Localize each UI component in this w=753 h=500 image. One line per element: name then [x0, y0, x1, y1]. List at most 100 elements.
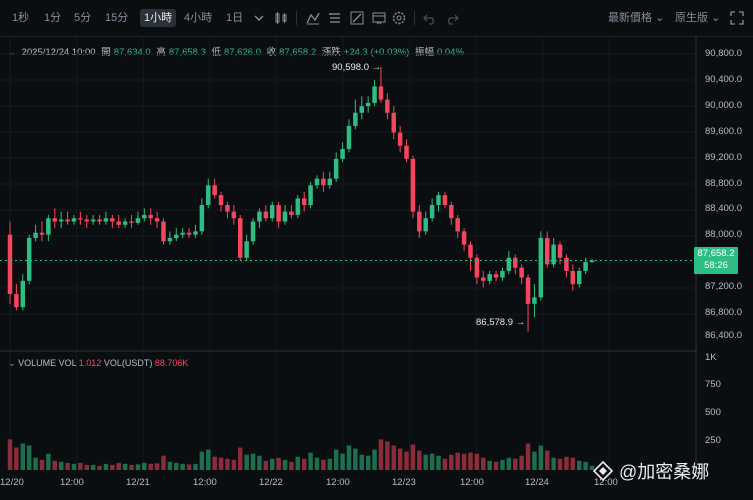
chevron-down-icon: ⌄	[655, 12, 665, 24]
volume-bar	[410, 444, 416, 470]
candle-body	[442, 195, 448, 206]
volume-bar	[442, 458, 448, 470]
list-settings-icon[interactable]	[326, 9, 344, 27]
gear-icon[interactable]	[390, 9, 408, 27]
time-tick: 12:00	[60, 477, 84, 488]
candle-body	[148, 214, 153, 219]
candle-body	[154, 218, 160, 222]
volume-bar	[263, 460, 269, 470]
volume-bar	[90, 464, 96, 470]
candle-body	[212, 185, 217, 196]
chevron-down-icon[interactable]: ⌄	[8, 358, 16, 368]
candle-body	[58, 219, 64, 222]
candle-body	[199, 205, 205, 232]
volume-bar	[14, 447, 19, 470]
volume-bar	[359, 454, 364, 470]
candle-body	[346, 125, 352, 150]
volume-bar	[167, 461, 173, 470]
undo-icon[interactable]	[421, 9, 439, 27]
interval-1s[interactable]: 1秒	[12, 12, 30, 24]
volume-bar	[174, 462, 179, 470]
price-chart[interactable]	[0, 0, 697, 472]
time-tick: 12/21	[126, 477, 150, 488]
time-tick: 12/20	[0, 477, 24, 488]
volume-bar	[161, 455, 166, 470]
interval-1h[interactable]: 1小時	[140, 9, 177, 27]
interval-15m[interactable]: 15分	[105, 12, 129, 24]
watermark-text: 加密桑娜	[637, 462, 710, 482]
volume-bar	[33, 457, 38, 470]
volume-bar	[103, 463, 109, 470]
fullscreen-icon[interactable]	[728, 9, 746, 27]
volume-bar	[122, 463, 128, 470]
volume-bar	[493, 461, 499, 470]
volume-legend: ⌄ VOLUME VOL 1.012 VOL(USDT) 88.706K	[8, 358, 188, 369]
latest-price-dropdown[interactable]: 最新價格 ⌄	[608, 9, 664, 27]
volume-bar	[250, 453, 256, 470]
candle-body	[244, 241, 249, 258]
drawing-tool-icon[interactable]	[348, 9, 366, 27]
volume-bar	[570, 457, 576, 470]
time-tick: 12:00	[326, 477, 350, 488]
indicators-icon[interactable]	[304, 9, 322, 27]
price-axis[interactable]: 90,800.0 90,400.0 90,000.0 89,600.0 89,2…	[697, 37, 753, 352]
candle-body	[225, 205, 230, 212]
redo-icon[interactable]	[443, 9, 461, 27]
volume-bar	[378, 439, 384, 470]
volume-bar	[301, 458, 307, 470]
candle-body	[26, 237, 32, 281]
candle-body	[589, 260, 595, 263]
amplitude-value: 0.04%	[436, 47, 464, 58]
candle-body	[129, 221, 134, 223]
candle-body	[167, 237, 173, 242]
candle-type-icon[interactable]	[272, 9, 290, 27]
price-tick: 86,800.0	[705, 307, 742, 318]
volume-tick: 500	[705, 407, 721, 418]
volume-bar	[353, 448, 358, 470]
candle-body	[122, 221, 128, 225]
volume-bar	[583, 461, 588, 470]
candle-body	[538, 237, 544, 298]
volume-bar	[218, 457, 224, 470]
volume-bar	[46, 453, 51, 470]
interval-1m[interactable]: 1分	[44, 12, 62, 24]
interval-4h[interactable]: 4小時	[184, 12, 213, 24]
volume-bar	[500, 459, 505, 470]
volume-bar	[468, 452, 473, 470]
version-dropdown[interactable]: 原生版 ⌄	[675, 9, 720, 27]
candle-body	[308, 185, 313, 206]
volume-bar	[327, 458, 333, 470]
volume-axis[interactable]: 1K 750 500 250	[697, 352, 753, 472]
candle-body	[551, 244, 556, 265]
close-label: 收	[266, 47, 277, 58]
interval-1d[interactable]: 1日	[226, 12, 244, 24]
current-price-value: 87,658.2	[697, 248, 735, 259]
volume-bar	[513, 458, 518, 470]
candle-body	[500, 270, 505, 278]
volume-bar	[429, 453, 435, 470]
time-axis[interactable]: 12/20 12:00 12/21 12:00 12/22 12:00 12/2…	[0, 472, 697, 500]
candle-body	[282, 211, 288, 222]
volume-bar	[308, 452, 313, 470]
price-tick: 90,800.0	[705, 48, 742, 59]
candle-body	[474, 257, 480, 278]
candle-body	[321, 178, 326, 186]
candle-body	[340, 149, 345, 159]
chevron-down-icon[interactable]: ⌄	[8, 47, 16, 58]
template-icon[interactable]	[370, 9, 388, 27]
candle-body	[391, 112, 396, 133]
volume-tick: 750	[705, 379, 721, 390]
open-value: 87,634.0	[113, 47, 151, 58]
volume-bar	[276, 457, 281, 470]
candle-body	[78, 218, 83, 220]
interval-5m[interactable]: 5分	[74, 12, 92, 24]
candle-body	[372, 86, 377, 103]
vol-label: VOL	[58, 358, 77, 368]
chevron-down-icon[interactable]	[250, 9, 268, 27]
volume-bar	[154, 463, 160, 470]
close-value: 87,658.2	[279, 47, 317, 58]
volume-bar	[84, 464, 89, 470]
volume-bar	[110, 464, 115, 470]
candle-body	[161, 221, 166, 242]
candle-body	[333, 158, 339, 179]
